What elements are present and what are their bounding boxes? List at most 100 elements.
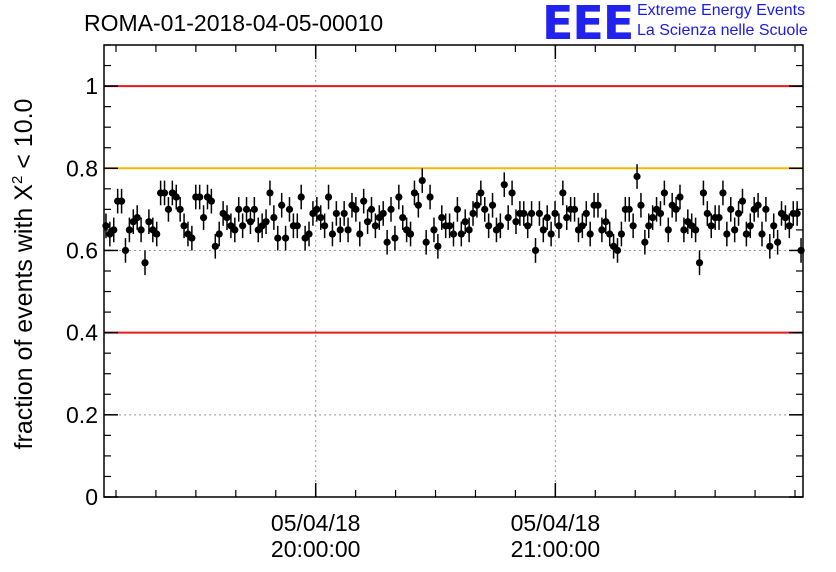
y-tick-label: 0.6 bbox=[66, 237, 98, 263]
point-marker bbox=[196, 193, 204, 201]
data-point bbox=[481, 197, 489, 222]
point-marker bbox=[199, 213, 208, 222]
data-point bbox=[645, 213, 653, 239]
point-marker bbox=[723, 230, 731, 238]
data-point bbox=[164, 197, 173, 222]
data-point bbox=[672, 197, 680, 222]
data-point bbox=[723, 221, 731, 247]
point-marker bbox=[559, 189, 567, 197]
point-marker bbox=[141, 259, 149, 267]
data-point bbox=[379, 201, 387, 226]
data-point bbox=[594, 192, 602, 218]
point-marker bbox=[422, 238, 430, 246]
plot-frame bbox=[103, 44, 804, 498]
data-point bbox=[582, 201, 590, 226]
y-axis-label-sup: 2 bbox=[9, 176, 26, 184]
point-marker bbox=[246, 218, 255, 226]
y-tick-labels: 0 0.2 0.4 0.6 0.8 1 bbox=[66, 73, 98, 510]
point-marker bbox=[570, 205, 579, 213]
point-marker bbox=[379, 209, 387, 218]
data-point bbox=[559, 180, 567, 206]
point-marker bbox=[660, 189, 668, 197]
data-point bbox=[535, 201, 544, 226]
point-marker bbox=[637, 201, 645, 209]
axis-ticks bbox=[104, 44, 803, 498]
point-marker bbox=[242, 205, 251, 213]
x-tick-label-date: 05/04/18 bbox=[271, 510, 361, 536]
data-point bbox=[301, 225, 309, 251]
point-marker bbox=[715, 213, 723, 222]
point-marker bbox=[285, 205, 294, 213]
data-point bbox=[266, 180, 274, 206]
point-marker bbox=[352, 205, 360, 213]
point-marker bbox=[313, 205, 321, 213]
data-point bbox=[512, 209, 520, 235]
y-axis-label: fraction of events with X2 < 10.0 bbox=[9, 99, 38, 450]
data-point bbox=[403, 217, 411, 243]
point-marker bbox=[606, 230, 614, 238]
data-point bbox=[172, 184, 180, 210]
data-point bbox=[524, 213, 532, 239]
data-point bbox=[578, 213, 586, 239]
data-point bbox=[734, 201, 743, 226]
data-point bbox=[196, 184, 204, 210]
point-marker bbox=[746, 222, 754, 230]
y-tick-label: 1 bbox=[85, 73, 98, 99]
point-marker bbox=[731, 226, 739, 234]
point-marker bbox=[656, 209, 665, 218]
point-marker bbox=[321, 222, 329, 230]
point-marker bbox=[547, 230, 555, 238]
point-marker bbox=[699, 189, 708, 197]
point-marker bbox=[270, 213, 278, 222]
data-point bbox=[426, 184, 434, 210]
data-point bbox=[317, 205, 325, 230]
data-point bbox=[485, 213, 493, 239]
data-point bbox=[777, 201, 786, 226]
data-point bbox=[313, 197, 321, 222]
point-marker bbox=[563, 213, 571, 222]
point-marker bbox=[367, 205, 376, 213]
data-point bbox=[399, 205, 407, 230]
point-marker bbox=[406, 230, 415, 238]
reference-lines bbox=[104, 85, 803, 334]
point-marker bbox=[399, 213, 407, 222]
data-point bbox=[340, 201, 348, 226]
data-point bbox=[117, 188, 126, 214]
point-marker bbox=[133, 213, 141, 222]
data-point bbox=[469, 201, 477, 226]
data-point bbox=[215, 221, 223, 247]
point-marker bbox=[672, 205, 680, 213]
data-point bbox=[715, 205, 723, 230]
data-point bbox=[293, 213, 301, 239]
data-point bbox=[551, 201, 559, 226]
data-point bbox=[520, 201, 528, 226]
data-point bbox=[180, 213, 188, 239]
point-marker bbox=[496, 222, 504, 230]
point-marker bbox=[164, 205, 173, 213]
point-marker bbox=[488, 201, 497, 209]
data-point bbox=[121, 238, 130, 263]
point-marker bbox=[586, 230, 594, 238]
point-marker bbox=[336, 226, 344, 234]
data-point bbox=[602, 209, 610, 235]
data-point bbox=[547, 221, 555, 247]
data-point bbox=[738, 188, 747, 214]
data-point bbox=[395, 184, 403, 210]
point-marker bbox=[305, 230, 313, 238]
point-marker bbox=[645, 222, 653, 230]
point-marker bbox=[207, 197, 215, 205]
data-point bbox=[410, 180, 419, 206]
point-marker bbox=[543, 213, 551, 222]
y-tick-label: 0.8 bbox=[66, 155, 98, 181]
point-marker bbox=[363, 218, 372, 226]
data-point bbox=[539, 217, 547, 243]
data-point bbox=[610, 234, 618, 259]
data-point bbox=[176, 197, 184, 222]
data-point bbox=[250, 197, 258, 222]
data-point bbox=[223, 205, 231, 230]
data-point bbox=[668, 192, 676, 218]
x-tick-label-time: 21:00:00 bbox=[511, 536, 601, 562]
point-marker bbox=[110, 226, 118, 234]
data-point bbox=[555, 213, 563, 239]
